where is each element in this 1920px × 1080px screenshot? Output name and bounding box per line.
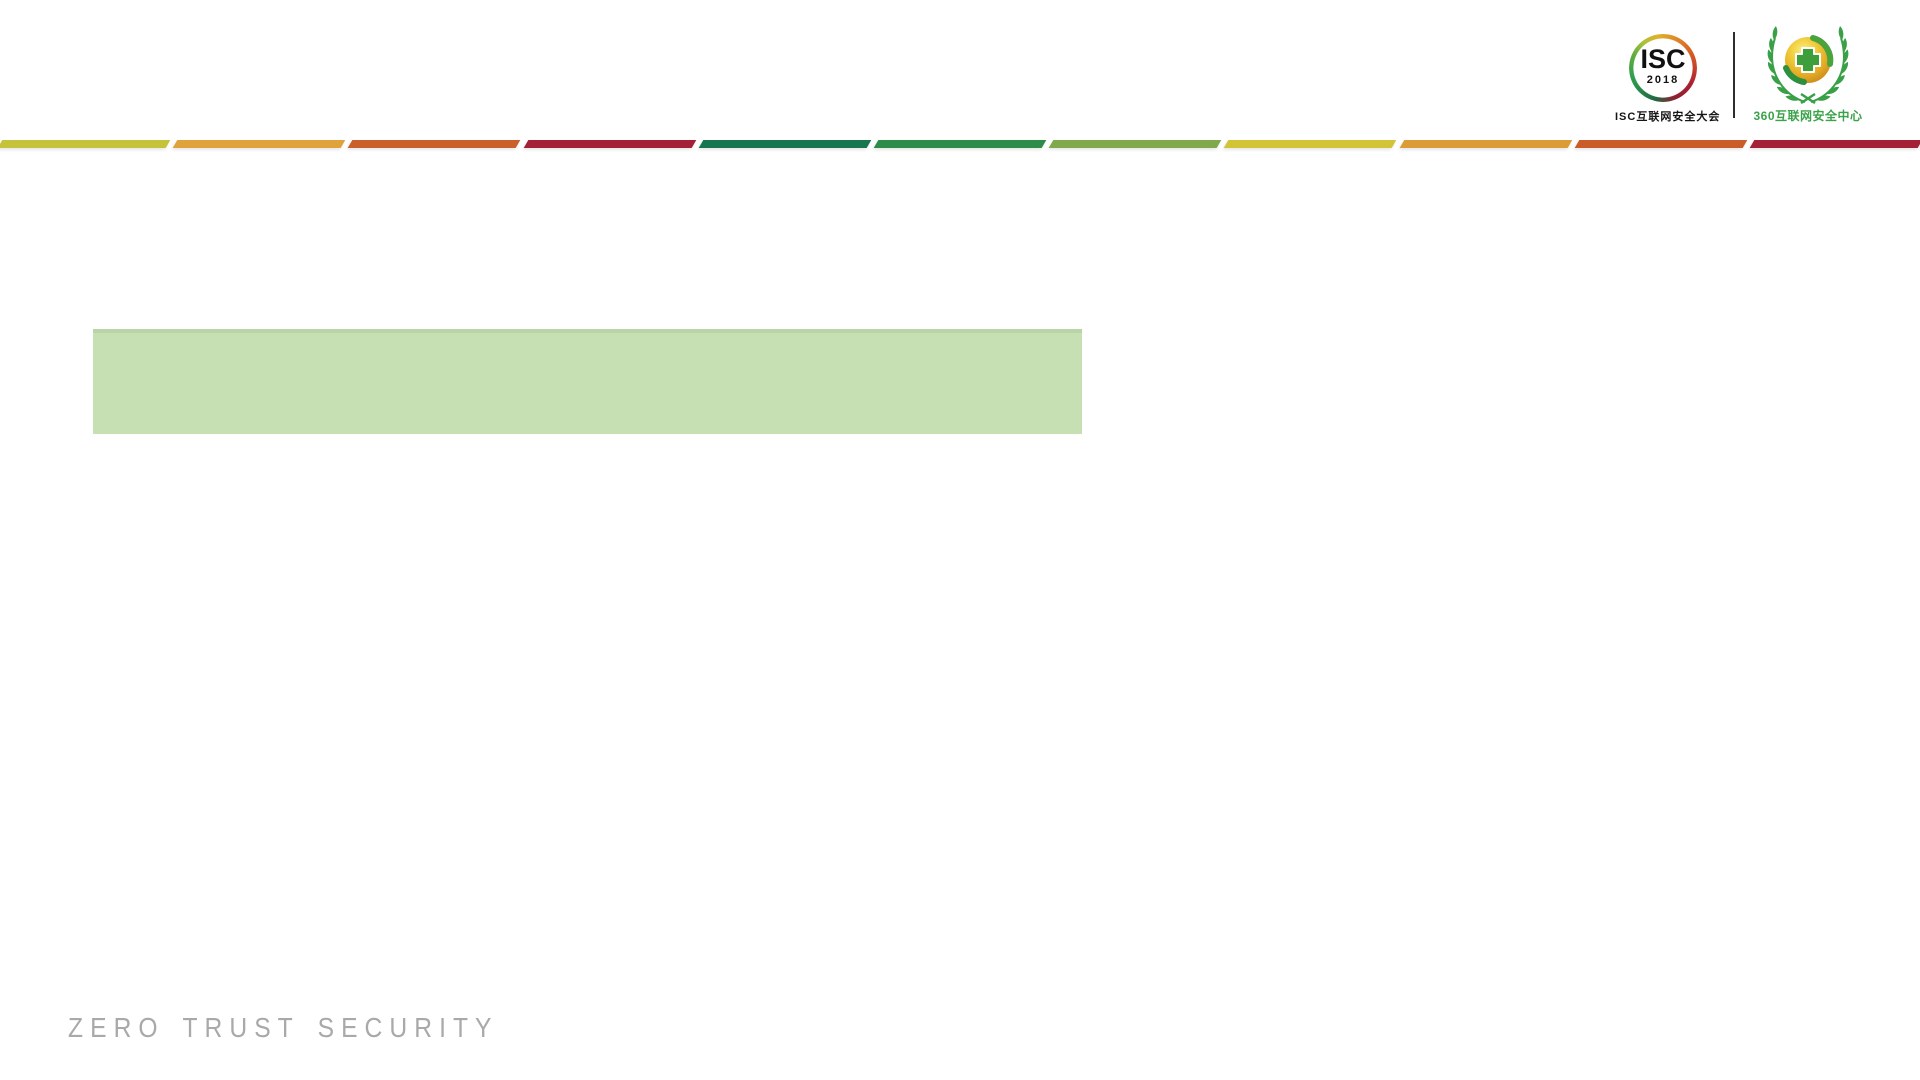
- logo-cluster: ISC 2018 ISC互联网安全大会: [1600, 20, 1890, 130]
- stripe-segment: [172, 140, 346, 148]
- isc-acronym-text: ISC: [1640, 44, 1686, 74]
- stripe-segment: [1399, 140, 1572, 148]
- logo-divider-rule: [1733, 32, 1735, 118]
- isc-caption-text: ISC互联网安全大会: [1615, 111, 1721, 123]
- isc-year-text: 2018: [1646, 74, 1680, 86]
- stripe-segment: [1224, 140, 1397, 148]
- isc-ring-emblem: ISC 2018: [1629, 34, 1697, 102]
- stripe-segment: [1749, 140, 1920, 148]
- isc-2018-logo: ISC 2018 ISC互联网安全大会: [1615, 30, 1721, 124]
- stripe-segment: [1574, 140, 1748, 148]
- stripe-segment: [873, 140, 1047, 148]
- stripe-segment: [523, 140, 697, 148]
- title-placeholder-block: [93, 329, 1082, 434]
- 360-caption-text: 360互联网安全中心: [1753, 109, 1863, 123]
- footer-tagline: ZERO TRUST SECURITY: [68, 1012, 499, 1044]
- color-stripe: [0, 140, 1920, 148]
- stripe-segment: [348, 140, 521, 148]
- stripe-segment: [698, 140, 872, 148]
- 360-security-logo: 360互联网安全中心: [1752, 24, 1864, 124]
- stripe-segment: [1048, 140, 1222, 148]
- stripe-segment: [0, 140, 171, 148]
- 360-wreath-globe-icon: [1766, 25, 1850, 104]
- isc-ring-gradient-icon: [1629, 34, 1697, 102]
- footer-tagline-text: ZERO TRUST SECURITY: [68, 1012, 499, 1043]
